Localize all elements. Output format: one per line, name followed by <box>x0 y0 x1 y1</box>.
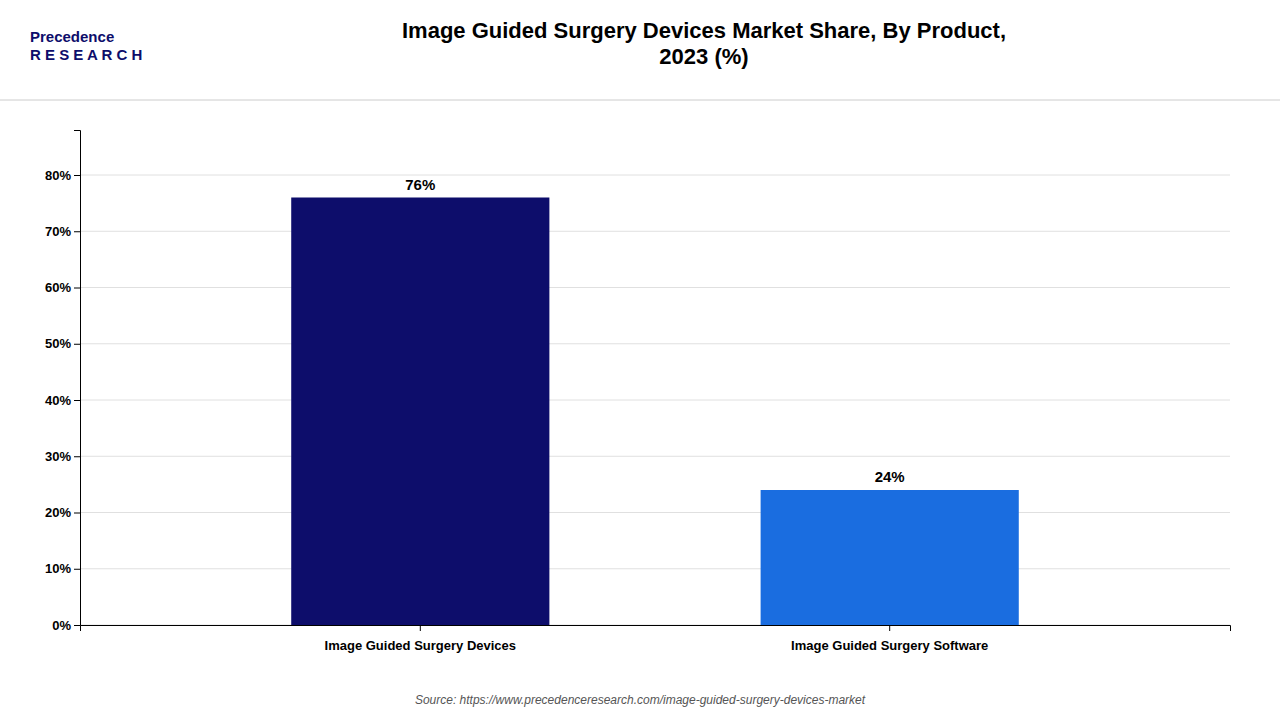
plot: 76% 24% 0% 10% 20% 30% 40% 50% 60% 70% 80% Image Gu… <box>45 131 1231 653</box>
x-axis-line <box>81 626 1231 632</box>
grid-line <box>80 512 1230 513</box>
y-tick-label: 0% <box>52 618 71 633</box>
y-tick: 30% <box>45 449 80 464</box>
grid-line <box>80 456 1230 457</box>
y-tick: 60% <box>45 280 80 295</box>
y-tick-label: 30% <box>45 449 71 464</box>
y-tick: 20% <box>45 505 80 520</box>
chart: Image Guided Surgery Devices Market Shar… <box>0 0 1280 720</box>
y-tick-label: 50% <box>45 336 71 351</box>
bar <box>761 490 1019 625</box>
x-tick: Image Guided Surgery Software <box>791 625 988 653</box>
y-tick-mark <box>74 456 80 457</box>
y-tick-label: 80% <box>45 168 71 183</box>
x-tick-mark <box>420 625 421 631</box>
y-tick-label: 70% <box>45 224 71 239</box>
bars <box>291 198 1019 626</box>
data-labels: 76% 24% <box>405 176 904 486</box>
y-tick: 80% <box>45 168 80 183</box>
y-tick-label: 20% <box>45 505 71 520</box>
y-tick-mark <box>74 625 80 626</box>
x-tick: Image Guided Surgery Devices <box>325 625 516 653</box>
y-axis: 0% 10% 20% 30% 40% 50% 60% 70% 80% <box>45 131 81 633</box>
header-rule <box>0 100 1280 101</box>
y-tick-label: 10% <box>45 561 71 576</box>
y-tick: 40% <box>45 393 80 408</box>
y-tick: 0% <box>52 618 80 633</box>
grid-line <box>80 400 1230 401</box>
y-tick-mark <box>74 569 80 570</box>
x-tick-label: Image Guided Surgery Devices <box>325 638 516 653</box>
y-tick-mark <box>74 175 80 176</box>
y-tick-mark <box>74 231 80 232</box>
grid-line <box>80 568 1230 569</box>
bar <box>291 198 549 626</box>
y-tick: 70% <box>45 224 80 239</box>
grid-line <box>80 343 1230 344</box>
y-tick-label: 40% <box>45 393 71 408</box>
x-tick-mark <box>889 625 890 631</box>
y-tick-label: 60% <box>45 280 71 295</box>
data-label: 24% <box>875 468 905 485</box>
grid-line <box>80 175 1230 176</box>
y-tick-mark <box>74 400 80 401</box>
x-tick-label: Image Guided Surgery Software <box>791 638 988 653</box>
y-tick: 50% <box>45 336 80 351</box>
y-tick-mark <box>74 288 80 289</box>
grid-line <box>80 287 1230 288</box>
x-axis: Image Guided Surgery Devices Image Guided… <box>81 625 1231 653</box>
data-label: 76% <box>405 176 435 193</box>
grid-line <box>80 231 1230 232</box>
y-axis-line <box>74 131 81 626</box>
grid <box>80 175 1230 625</box>
y-tick-mark <box>74 513 80 514</box>
annotation: PrecedenceR E S E A R C H <box>30 28 142 63</box>
y-tick-mark <box>74 344 80 345</box>
title: Image Guided Surgery Devices Market Shar… <box>402 18 1006 69</box>
annotation: Source: https://www.precedenceresearch.c… <box>415 693 866 707</box>
y-tick: 10% <box>45 561 80 576</box>
